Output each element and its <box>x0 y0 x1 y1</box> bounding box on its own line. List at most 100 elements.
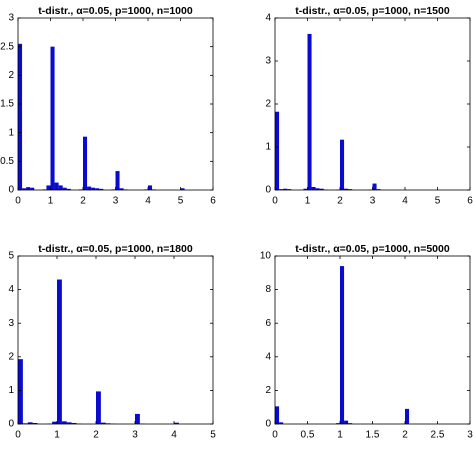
bar <box>287 189 292 190</box>
bar <box>50 46 55 190</box>
bar <box>307 33 312 190</box>
y-tick-label: 0.5 <box>0 156 14 167</box>
x-tick-label: 5 <box>435 196 441 207</box>
bar <box>83 136 88 190</box>
x-tick-label: 5 <box>210 430 216 441</box>
bar <box>87 186 92 190</box>
x-tick-label: 2 <box>93 430 99 441</box>
bar <box>148 185 153 190</box>
bar <box>18 43 23 190</box>
x-tick-label: 4 <box>171 430 177 441</box>
bar <box>119 188 124 190</box>
bar <box>405 408 410 424</box>
y-tick-label: 3 <box>8 318 14 329</box>
plot-area <box>18 256 213 424</box>
y-tick-label: 0 <box>265 185 271 196</box>
chart-title: t-distr., α=0.05, p=1000, n=1500 <box>295 5 450 17</box>
y-tick-label: 4 <box>265 13 271 24</box>
x-tick-label: 2 <box>402 430 408 441</box>
bar <box>344 420 349 424</box>
bar <box>66 422 72 424</box>
y-tick-label: 2 <box>265 385 271 396</box>
y-tick-label: 2 <box>8 70 14 81</box>
bar <box>340 266 345 424</box>
x-tick-label: 5 <box>178 196 184 207</box>
y-tick-label: 8 <box>265 284 271 295</box>
y-tick-label: 5 <box>8 251 14 262</box>
y-tick-label: 0 <box>265 419 271 430</box>
bar <box>52 421 57 424</box>
bar <box>376 189 381 190</box>
bar <box>61 421 67 424</box>
axes-frame <box>17 17 214 191</box>
y-tick-label: 1 <box>265 142 271 153</box>
x-tick-label: 1 <box>48 196 54 207</box>
y-tick-label: 10 <box>260 251 272 262</box>
bar <box>115 171 120 190</box>
bar <box>95 188 100 190</box>
chart-title: t-distr., α=0.05, p=1000, n=5000 <box>295 243 450 255</box>
bar <box>319 188 324 190</box>
x-tick-label: 1 <box>305 196 311 207</box>
bar <box>348 189 353 190</box>
x-tick-label: 2 <box>80 196 86 207</box>
bar <box>62 187 67 190</box>
y-tick-label: 3 <box>8 13 14 24</box>
bar <box>180 188 185 190</box>
bar <box>348 423 353 424</box>
bar <box>32 422 38 424</box>
x-tick-label: 3 <box>132 430 138 441</box>
x-tick-label: 1 <box>337 430 343 441</box>
bar <box>27 422 33 424</box>
panel: 0 1 2 3 4 0 1 2 3 4 5 6 t-distr., α=0.05, p=1000, n=… <box>265 5 473 207</box>
plot-area <box>275 256 470 424</box>
y-tick-label: 1.5 <box>0 99 14 110</box>
x-tick-label: 3 <box>113 196 119 207</box>
bar <box>30 187 35 190</box>
y-tick-label: 1 <box>8 385 14 396</box>
x-tick-label: 2 <box>337 196 343 207</box>
y-tick-label: 1 <box>8 127 14 138</box>
bar <box>340 139 345 190</box>
chart-title: t-distr., α=0.05, p=1000, n=1800 <box>38 243 193 255</box>
bar <box>18 359 23 424</box>
y-tick-label: 2 <box>265 99 271 110</box>
y-tick-label: 4 <box>265 351 271 362</box>
x-tick-label: 0 <box>272 196 278 207</box>
y-tick-label: 0 <box>8 185 14 196</box>
y-tick-label: 2.5 <box>0 41 14 52</box>
x-tick-label: 6 <box>467 196 473 207</box>
bar <box>57 279 62 424</box>
plot-area <box>18 18 213 190</box>
y-tick-label: 2 <box>8 351 14 362</box>
bar <box>315 188 320 190</box>
bar <box>275 406 280 424</box>
x-tick-label: 1.5 <box>366 430 380 441</box>
bar <box>58 185 63 190</box>
panel: 0 1 2 3 4 5 0 1 2 3 4 5 t-distr., α=0.05, p=1000, n=… <box>8 243 216 441</box>
x-tick-label: 4 <box>145 196 151 207</box>
bar <box>66 188 71 190</box>
bar <box>135 413 140 424</box>
x-tick-label: 0 <box>15 430 21 441</box>
bar <box>303 188 308 190</box>
bar <box>174 422 179 424</box>
bar <box>71 422 77 424</box>
bar <box>96 391 101 424</box>
bar <box>335 423 340 424</box>
y-tick-label: 6 <box>265 318 271 329</box>
x-tick-label: 3 <box>370 196 376 207</box>
bar <box>344 188 349 190</box>
bar <box>279 189 284 190</box>
bar <box>91 187 96 190</box>
bar <box>99 188 104 190</box>
axes-frame <box>17 255 214 425</box>
axes-frame <box>274 255 471 425</box>
x-tick-label: 3 <box>467 430 473 441</box>
bar <box>275 111 280 190</box>
x-tick-label: 0 <box>15 196 21 207</box>
y-tick-label: 4 <box>8 284 14 295</box>
panel: 0 0.5 1 1.5 2 2.5 3 0 1 2 3 4 5 6 t-distr., α=0.05, p=… <box>0 5 216 207</box>
